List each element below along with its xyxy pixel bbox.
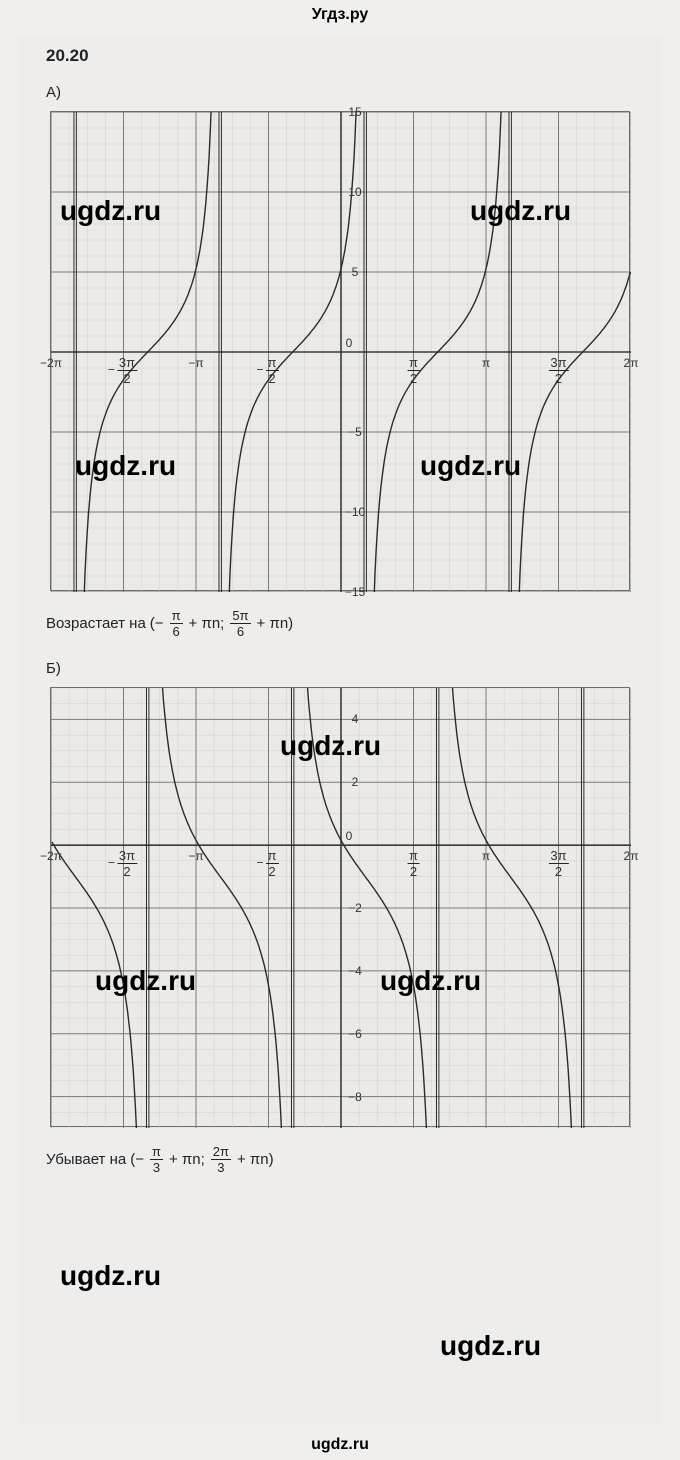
answer-a-frac2: 5π 6 xyxy=(230,609,250,638)
part-b-label: Б) xyxy=(46,660,634,677)
answer-b-open: (− xyxy=(130,1151,144,1168)
answer-a-frac1: π 6 xyxy=(170,609,183,638)
page-content: 20.20 А) −2π−3π2−π−π20π2π3π22π−15−10−551… xyxy=(18,36,662,1424)
answer-a-mid: + πn; xyxy=(189,615,225,632)
chart-b: −2π−3π2−π−π20π2π3π22π−8−6−4−224 xyxy=(50,687,630,1127)
answer-b-frac1: π 3 xyxy=(150,1145,163,1174)
site-header: Угдз.ру xyxy=(0,6,680,24)
chart-a: −2π−3π2−π−π20π2π3π22π−15−10−551015 xyxy=(50,111,630,591)
answer-b-mid: + πn; xyxy=(169,1151,205,1168)
answer-b-suffix: + πn) xyxy=(237,1151,274,1168)
answer-a-open: (− xyxy=(150,615,164,632)
part-a-label: А) xyxy=(46,84,634,101)
answer-a-suffix: + πn) xyxy=(257,615,294,632)
answer-a-prefix: Возрастает на xyxy=(46,615,146,632)
answer-b-frac2: 2π 3 xyxy=(211,1145,231,1174)
site-footer: ugdz.ru xyxy=(0,1436,680,1454)
answer-b-prefix: Убывает на xyxy=(46,1151,126,1168)
answer-b: Убывает на (− π 3 + πn; 2π 3 + πn) xyxy=(46,1145,634,1174)
answer-a: Возрастает на (− π 6 + πn; 5π 6 + πn) xyxy=(46,609,634,638)
problem-number: 20.20 xyxy=(46,46,634,66)
